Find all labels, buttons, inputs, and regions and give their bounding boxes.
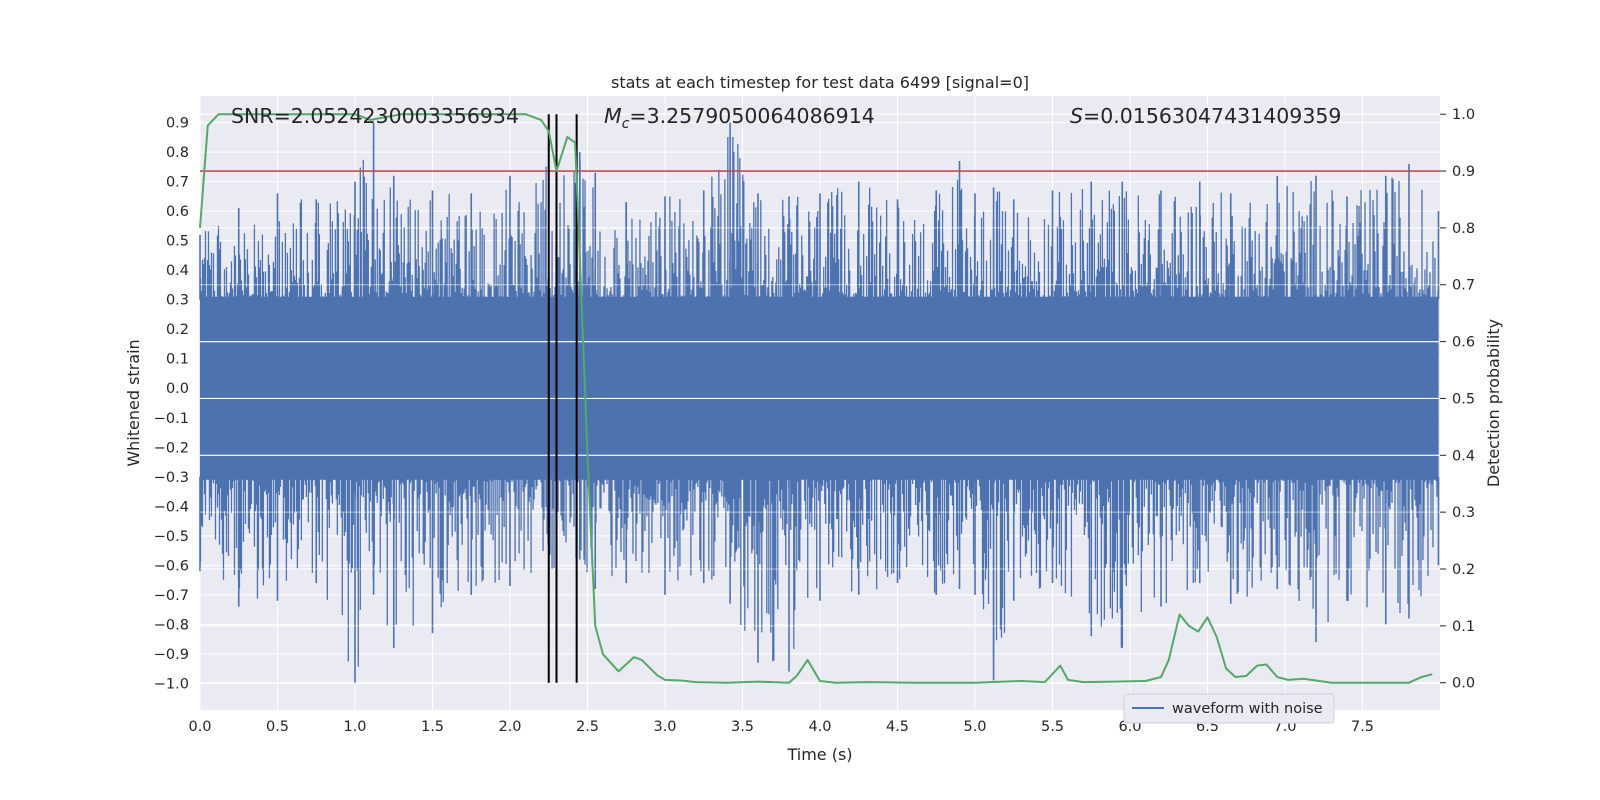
y-tick-label: −0.2 [154,440,189,456]
left-axis-ticks: 0.9 0.8 0.7 0.6 0.5 0.4 0.3 0.2 0.1 0.0 −0.1 −0.2 −0… [154,116,189,693]
y-tick-label: −0.6 [154,558,189,574]
y-tick-label: −0.4 [154,499,189,515]
x-tick-label: 7.5 [1351,719,1374,735]
y-tick-label: 0.1 [166,352,189,368]
vertical-marker-lines [547,114,578,683]
legend-box [1123,693,1335,724]
y-tick-label: 0.2 [166,322,189,338]
y-tick-label: −0.8 [154,617,189,633]
legend-label-waveform: waveform with noise [1172,701,1323,717]
probability-series [199,113,1433,684]
y-tick-label: 0.3 [166,293,189,309]
y-tick-label: −0.5 [154,529,189,545]
y-right-tick-label: 0.1 [1452,619,1475,635]
chirp-mass-symbol: M [604,104,622,128]
y-tick-label: 0.8 [166,145,189,161]
s-symbol: S [1070,104,1083,128]
y-tick-label: 0.9 [166,116,189,132]
x-tick-label: 5.0 [963,719,986,735]
y-right-tick-label: 0.9 [1452,164,1475,180]
snr-annotation: SNR=2.0524230003356934 [231,104,519,128]
chirp-mass-subscript: c [622,116,630,132]
y-right-tick-label: 0.0 [1452,676,1475,692]
y-right-tick-label: 0.7 [1452,278,1475,294]
y-tick-label: 0.6 [166,204,189,220]
y-tick-label: 0.5 [166,234,189,250]
legend: waveform with noise [1123,693,1335,724]
y-tick-label: −0.1 [154,411,189,427]
right-axis-ticks: 1.0 0.9 0.8 0.7 0.6 0.5 0.4 0.3 0.2 0.1 0.0 [1440,107,1475,692]
waveform-series [199,113,1440,684]
y-tick-label: −1.0 [154,676,189,692]
y-tick-label: −0.7 [154,588,189,604]
y-right-tick-label: 1.0 [1452,107,1475,123]
chirp-mass-annotation: Mc=3.2579050064086914 [604,104,875,132]
x-tick-label: 0.5 [266,719,289,735]
y-tick-label: 0.0 [166,381,189,397]
y-tick-label: −0.9 [154,647,189,663]
s-value: =0.01563047431409359 [1083,104,1341,128]
y-right-tick-label: 0.2 [1452,562,1475,578]
y-axis-label: Whitened strain [124,339,143,466]
x-tick-label: 1.0 [343,719,366,735]
y-tick-label: 0.4 [166,263,189,279]
probability-line [199,113,1433,684]
x-tick-label: 3.5 [731,719,754,735]
chart-title: stats at each timestep for test data 649… [611,73,1029,92]
y-right-tick-label: 0.4 [1452,448,1475,464]
x-tick-label: 2.0 [498,719,521,735]
x-tick-label: 3.0 [653,719,676,735]
x-tick-label: 4.5 [886,719,909,735]
x-tick-label: 1.5 [421,719,444,735]
x-tick-label: 5.5 [1041,719,1064,735]
y-tick-label: 0.7 [166,175,189,191]
x-tick-label: 2.5 [576,719,599,735]
s-annotation: S=0.01563047431409359 [1070,104,1341,128]
chirp-mass-value: =3.2579050064086914 [629,104,874,128]
x-tick-label: 0.0 [188,719,211,735]
y-right-tick-label: 0.5 [1452,391,1475,407]
y-tick-label: −0.3 [154,470,189,486]
y-right-tick-label: 0.8 [1452,221,1475,237]
x-axis-label: Time (s) [786,745,852,764]
x-tick-label: 4.0 [808,719,831,735]
waveform-core-band [200,296,1439,480]
y-right-axis-label: Detection probability [1484,319,1503,487]
y-right-tick-label: 0.3 [1452,505,1475,521]
y-right-tick-label: 0.6 [1452,335,1475,351]
